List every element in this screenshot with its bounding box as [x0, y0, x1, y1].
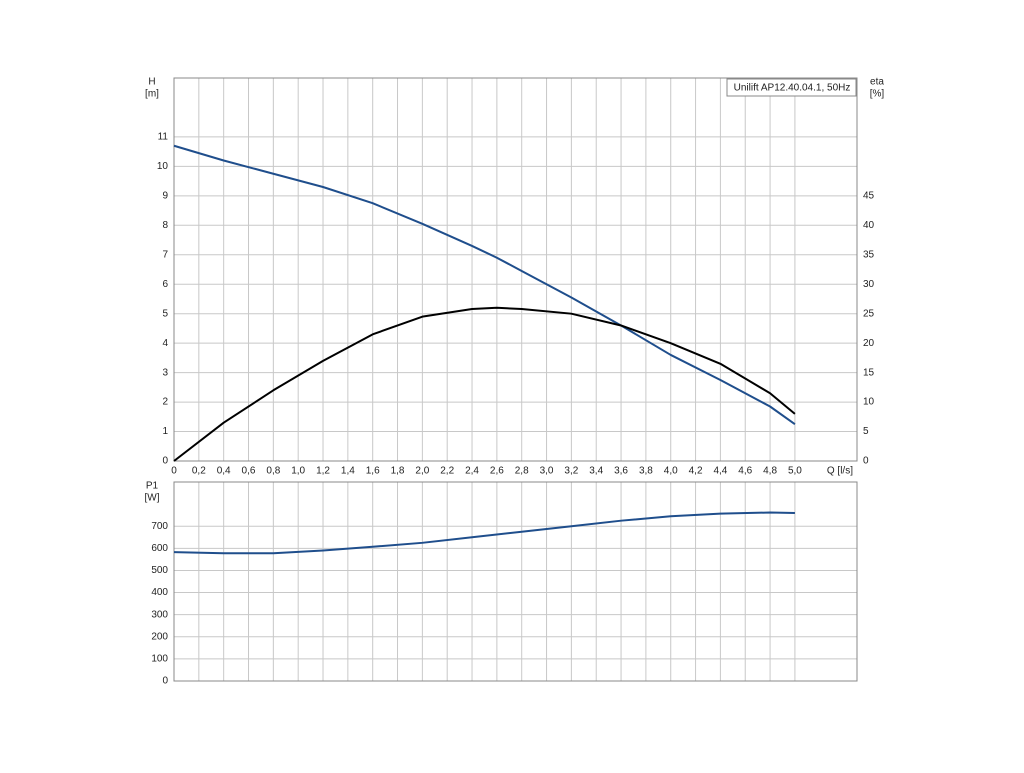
y-tick-label: 0	[162, 676, 168, 687]
y2-tick-label: 20	[863, 338, 875, 349]
y-axis-label: [W]	[145, 493, 160, 504]
x-tick-label: 4,4	[713, 466, 727, 477]
legend-box	[726, 78, 857, 97]
x-tick-label: 4,6	[738, 466, 752, 477]
x-tick-label: 1,0	[291, 466, 305, 477]
y2-tick-label: 45	[863, 190, 875, 201]
x-tick-label: 4,8	[763, 466, 777, 477]
y-tick-label: 300	[151, 609, 168, 620]
plot-frame	[173, 481, 858, 682]
x-tick-label: 2,4	[465, 466, 479, 477]
y2-tick-label: 25	[863, 308, 875, 319]
y2-axis-label: [%]	[870, 89, 885, 100]
y2-tick-label: 0	[863, 456, 869, 467]
x-tick-label: 0,8	[266, 466, 280, 477]
x-tick-label: 1,4	[341, 466, 355, 477]
y-tick-label: 500	[151, 565, 168, 576]
x-tick-label: 2,0	[415, 466, 429, 477]
series-line	[173, 144, 796, 425]
y-tick-label: 5	[162, 308, 168, 319]
x-tick-label: 0	[171, 466, 177, 477]
legend-text: Unilift AP12.40.04.1, 50Hz	[734, 83, 851, 94]
x-tick-label: 0,4	[217, 466, 231, 477]
y2-tick-label: 15	[863, 367, 875, 378]
y-tick-label: 7	[162, 249, 168, 260]
x-tick-label: 2,6	[490, 466, 504, 477]
y-tick-label: 4	[162, 338, 168, 349]
y-tick-label: 2	[162, 397, 168, 408]
x-tick-label: 1,8	[391, 466, 405, 477]
y2-tick-label: 5	[863, 426, 869, 437]
y2-tick-label: 40	[863, 220, 875, 231]
y-tick-label: 100	[151, 654, 168, 665]
y-tick-label: 9	[162, 190, 168, 201]
y2-tick-label: 10	[863, 397, 875, 408]
y-tick-label: 700	[151, 521, 168, 532]
x-tick-label: 3,4	[589, 466, 603, 477]
y-tick-label: 1	[162, 426, 168, 437]
x-tick-label: 3,6	[614, 466, 628, 477]
y-axis-label: [m]	[145, 89, 159, 100]
y-tick-label: 200	[151, 631, 168, 642]
x-tick-label: 0,6	[242, 466, 256, 477]
x-tick-label: 5,0	[788, 466, 802, 477]
x-tick-label: 4,2	[689, 466, 703, 477]
series-line	[173, 306, 796, 462]
x-tick-label: 3,8	[639, 466, 653, 477]
y-tick-label: 600	[151, 543, 168, 554]
x-tick-label: 2,8	[515, 466, 529, 477]
x-tick-label: 0,2	[192, 466, 206, 477]
y-axis-label: H	[148, 77, 155, 88]
y2-tick-label: 30	[863, 279, 875, 290]
y-tick-label: 0	[162, 456, 168, 467]
x-tick-label: 1,6	[366, 466, 380, 477]
x-tick-label: 4,0	[664, 466, 678, 477]
plot-frame	[173, 77, 858, 462]
series-line	[173, 511, 795, 555]
y-tick-label: 8	[162, 220, 168, 231]
y-tick-label: 6	[162, 279, 168, 290]
x-axis-label: Q [l/s]	[827, 466, 853, 477]
y-axis-label: P1	[146, 481, 159, 492]
x-tick-label: 1,2	[316, 466, 330, 477]
x-tick-label: 3,2	[564, 466, 578, 477]
y-tick-label: 11	[158, 132, 169, 143]
y-tick-label: 400	[151, 587, 168, 598]
y-tick-label: 10	[157, 161, 169, 172]
y2-tick-label: 35	[863, 249, 875, 260]
y-tick-label: 3	[162, 367, 168, 378]
y2-axis-label: eta	[870, 77, 884, 88]
x-tick-label: 2,2	[440, 466, 454, 477]
x-tick-label: 3,0	[540, 466, 554, 477]
